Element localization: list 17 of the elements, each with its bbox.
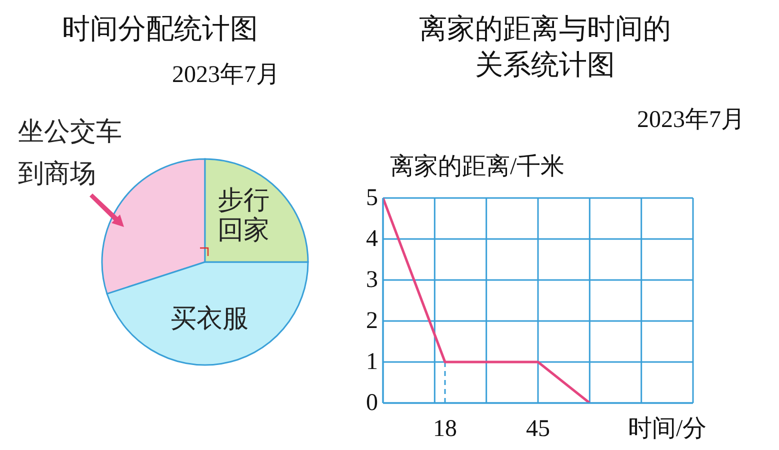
slice-label: 坐公交车到商场 <box>18 117 122 188</box>
chart-title: 时间分配统计图 <box>61 13 259 47</box>
chart-title: 离家的距离与时间的关系统计图 <box>418 13 672 83</box>
y-tick-label: 0 <box>366 390 378 416</box>
x-axis-title: 时间/分 <box>628 415 707 444</box>
y-tick-label: 3 <box>366 267 378 293</box>
y-tick-label: 4 <box>366 226 378 252</box>
chart-subtitle: 2023年7月 <box>171 61 280 90</box>
x-tick-label: 45 <box>526 416 550 442</box>
chart-subtitle: 2023年7月 <box>636 106 745 135</box>
slice-label: 步行回家 <box>218 184 270 244</box>
y-axis-title: 离家的距离/千米 <box>390 152 565 182</box>
y-tick-label: 5 <box>366 185 378 211</box>
slice-label: 买衣服 <box>170 304 249 333</box>
x-tick-label: 18 <box>433 416 457 442</box>
y-tick-label: 1 <box>366 349 378 375</box>
y-tick-label: 2 <box>366 308 378 334</box>
